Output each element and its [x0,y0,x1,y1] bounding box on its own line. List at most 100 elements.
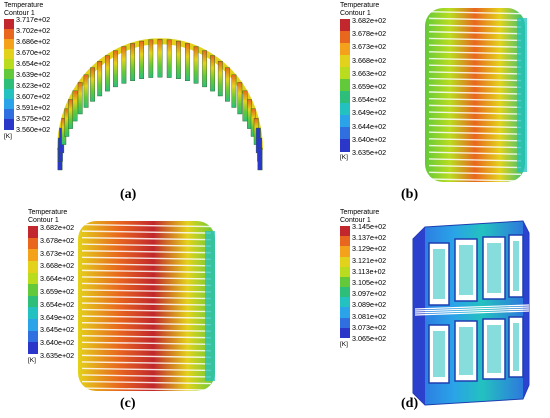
arc-fin [202,50,207,88]
legend-label: 3.670e+02 [16,48,51,57]
slot-inner-surface [487,243,501,293]
colorbar-swatch [340,55,350,68]
legend-label: 3.663e+02 [352,68,387,78]
legend-label: 3.105e+02 [352,278,387,287]
legend-label: 3.560e+02 [16,125,51,134]
arc-fin [112,50,118,88]
fin-gap-line [81,367,212,372]
fin-gap-line [81,236,212,241]
legend-label: 3.668e+02 [352,55,387,65]
cylinder-inner-edge [205,231,215,381]
fin-gap-line [428,124,522,129]
legend-unit-b: [K] [340,154,348,161]
arc-fin [210,55,215,92]
legend-unit-c: [K] [28,357,36,364]
arc-fin [83,74,89,108]
legend-title-d: Temperature [340,209,380,216]
temperature-legend-c: Temperature Contour 1 3.682e+02 3.678e+0… [28,209,74,364]
colorbar-swatch [4,119,14,130]
fin-gap-line [428,144,522,149]
arc-fin [121,46,127,84]
fin-gap-line [428,24,522,28]
legend-label: 3.607e+02 [16,92,51,101]
colorbar-b [340,19,350,152]
fin-gap-line [81,361,212,365]
legend-label: 3.644e+02 [352,121,387,131]
legend-label: 3.645e+02 [40,325,75,335]
colorbar-swatch [340,31,350,44]
arc-fin [193,46,199,84]
slot-inner-surface [513,241,519,291]
colorbar-swatch [4,99,14,110]
fin-gap-line [81,328,212,332]
legend-label: 3.640e+02 [40,338,75,348]
colorbar-swatch [4,39,14,50]
arc-fin [130,43,135,82]
colorbar-swatch [340,79,350,92]
legend-subtitle-d: Contour 1 [340,216,371,224]
caption-c: (c) [120,396,136,411]
colorbar-swatch [340,276,350,288]
fin-gap-line [428,84,522,88]
panel-b: Temperature Contour 1 3.682e+02 3.678e+0… [275,0,550,209]
legend-label: 3.702e+02 [16,26,51,35]
fin-gap-line [428,10,522,15]
colorbar-swatch [4,29,14,40]
arc-fin [242,90,248,122]
fin-gap-line [428,64,522,68]
fin-gap-line [81,223,212,228]
mid-slit-line [414,304,530,310]
arc-fin [217,61,223,97]
legend-label: 3.659e+02 [40,287,75,296]
fin-gap-line [428,131,522,135]
legend-label: 3.673e+02 [352,42,387,52]
cylinder-body [425,8,525,182]
fin-gap-line [81,335,212,339]
colorbar-swatch [340,103,350,116]
slot-inner-surface [433,331,445,377]
colorbar-swatch [340,327,350,339]
legend-label: 3.073e+02 [352,322,387,332]
fin-gap-line [81,348,212,352]
colorbar-d [340,226,350,339]
temperature-legend-b: Temperature Contour 1 3.682e+02 3.678e+0… [340,2,386,161]
arc-fin [148,39,154,78]
fin-gap-line [81,230,212,234]
legend-label: 3.678e+02 [40,235,75,245]
temperature-legend-d: Temperature Contour 1 3.145e+02 3.137e+0… [340,209,386,348]
fin-gap-line [81,321,212,326]
caption-d: (d) [401,396,419,411]
colorbar-swatch [340,246,350,258]
colorbar-c [28,226,38,355]
arc-fin [166,39,172,78]
legend-label: 3.659e+02 [352,82,387,91]
legend-label: 3.635e+02 [352,148,387,157]
colorbar-swatch [28,330,38,343]
fin-gap-line [428,57,522,62]
fin-gap-line [428,37,522,42]
legend-label: 3.654e+02 [352,95,387,105]
fin-gap-line [428,97,522,102]
legend-label: 3.664e+02 [40,274,75,284]
fin-gap-line [428,71,522,75]
mid-slit-line [414,310,530,316]
fin-gap-line [81,250,212,254]
colorbar-swatch [28,284,38,297]
colorbar-swatch [4,19,14,30]
fin-gap-line [81,380,212,385]
colorbar-swatch [340,297,350,308]
legend-unit-d: [K] [340,341,348,348]
arc-fin [97,61,103,97]
colorbar-swatch [340,67,350,80]
legend-label: 3.591e+02 [16,103,51,112]
fin-gap-line [81,374,212,378]
fin-gap-line [428,51,522,55]
colorbar-swatch [28,319,38,332]
fin-gap-line [81,256,212,260]
legend-label: 3.686e+02 [16,37,51,46]
colorbar-swatch [340,19,350,32]
fin-gap-line [428,31,522,35]
slot-inner-surface [459,327,473,375]
slot-inner-surface [487,325,501,373]
fin-gap-line [428,111,522,115]
